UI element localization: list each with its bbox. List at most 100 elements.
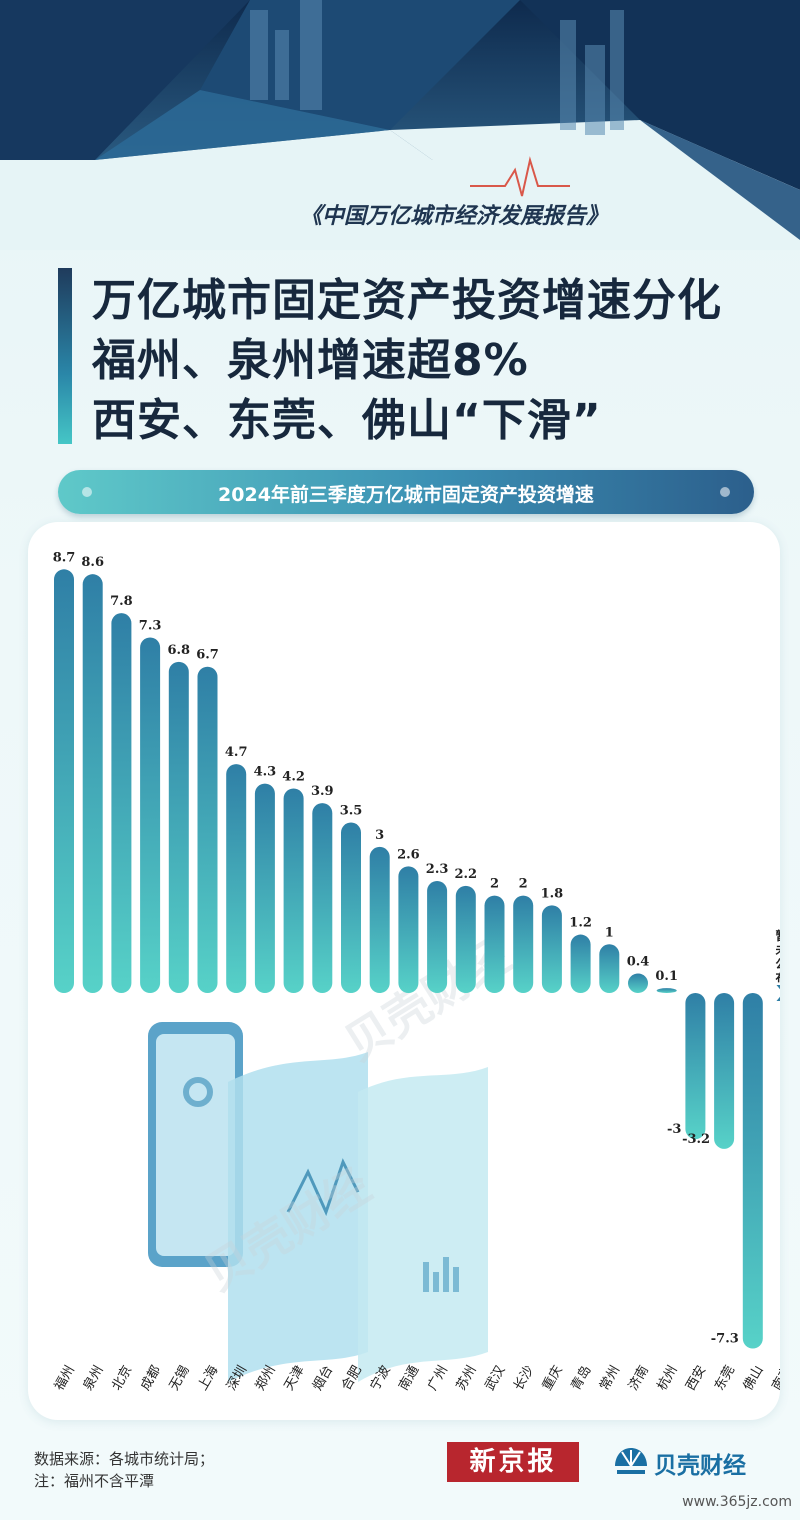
value-label-长沙: 2 [519,877,528,892]
site-watermark: www.365jz.com [682,1494,792,1510]
category-label-泉州: 泉州 [80,1363,107,1394]
value-label-东莞: -3.2 [682,1132,710,1147]
value-label-苏州: 2.2 [454,867,477,882]
value-label-宁波: 3 [375,828,384,843]
beike-shell-icon [615,1448,647,1474]
value-label-泉州: 8.6 [81,555,104,570]
footer-notes: 数据来源：各城市统计局； 注：福州不含平潭 [34,1448,214,1492]
headline-line-3: 西安、东莞、佛山“下滑” [92,395,602,446]
bar-佛山 [742,993,763,1349]
value-label-无锡: 6.8 [167,643,190,658]
bar-苏州 [455,885,476,993]
value-label-重庆: 1.8 [541,886,564,901]
bar-东莞 [714,993,735,1149]
value-label-西安: -3 [667,1122,681,1137]
bar-广州 [427,880,448,993]
bar-西安 [685,993,706,1140]
bar-无锡 [168,661,189,993]
headline-accent-bar [58,268,72,444]
chart-title: 2024年前三季度万亿城市固定资产投资增速 [218,484,594,506]
bar-上海 [197,666,218,993]
note: 注：福州不含平潭 [34,1472,155,1490]
category-label-北京: 北京 [109,1363,135,1393]
bar-天津 [283,788,304,993]
category-label-杭州: 杭州 [655,1363,681,1393]
value-label-北京: 7.8 [110,594,133,609]
bar-长沙 [513,895,534,993]
headline-line-1: 万亿城市固定资产投资增速分化 [92,275,722,326]
bars-group [54,569,763,1349]
bar-北京 [111,613,132,993]
value-label-天津: 4.2 [282,769,305,784]
pending-label-char: 布 [775,970,780,985]
bar-济南 [628,973,648,993]
value-label-佛山: -7.3 [711,1332,739,1347]
value-label-青岛: 1.2 [569,916,592,931]
category-label-福州: 福州 [52,1363,78,1393]
category-label-成都: 成都 [138,1363,164,1393]
beike-logo-text: 贝壳财经 [654,1453,746,1479]
bar-合肥 [341,822,361,993]
value-label-福州: 8.7 [53,550,76,565]
category-label-广州: 广州 [425,1363,451,1393]
value-label-合肥: 3.5 [340,804,363,819]
data-source: 数据来源：各城市统计局； [34,1450,215,1468]
pill-dot-left [82,487,92,497]
category-label-烟台: 烟台 [310,1363,336,1393]
value-label-烟台: 3.9 [311,784,334,799]
category-label-南京: 南京 [769,1363,780,1394]
value-label-常州: 1 [605,925,614,940]
pending-label-char: 未 [774,942,780,957]
category-label-重庆: 重庆 [539,1363,566,1394]
chart-card: 贝壳财经 贝壳财经 8.7 8.6 7.8 7.3 6.8 6.7 4.7 4.3 4.2 3.9 3… [28,522,780,1420]
category-label-上海: 上海 [195,1363,221,1393]
category-label-常州: 常州 [597,1363,623,1393]
headline-line-2: 福州、泉州增速超8% [92,335,529,386]
category-label-天津: 天津 [282,1363,308,1393]
bar-泉州 [82,574,103,993]
category-label-苏州: 苏州 [453,1363,480,1394]
value-label-南通: 2.6 [397,847,420,862]
category-label-南通: 南通 [396,1363,423,1394]
category-label-无锡: 无锡 [167,1363,193,1393]
pending-arrow-down [776,996,780,1001]
bar-成都 [140,637,161,993]
pending-label-char: 公 [775,957,780,971]
chart-title-pill: 2024年前三季度万亿城市固定资产投资增速 [58,470,754,514]
header-banner [0,0,800,250]
report-title: 《中国万亿城市经济发展报告》 [300,203,609,229]
bar-烟台 [312,803,333,993]
category-label-西安: 西安 [683,1363,709,1393]
pending-marker: 暂未公布 [774,928,780,1001]
bar-深圳 [226,764,247,993]
bar-宁波 [369,846,390,993]
bar-福州 [54,569,74,993]
bar-武汉 [484,895,505,993]
bar-重庆 [541,905,562,993]
bar-郑州 [254,783,275,993]
bar-杭州 [656,988,677,993]
category-label-东莞: 东莞 [712,1363,738,1393]
value-label-成都: 7.3 [139,618,162,633]
category-label-青岛: 青岛 [568,1363,595,1394]
pill-dot-right [720,487,730,497]
bar-青岛 [570,934,591,993]
value-label-深圳: 4.7 [225,745,248,760]
category-label-长沙: 长沙 [511,1363,537,1393]
value-labels-group: 8.7 8.6 7.8 7.3 6.8 6.7 4.7 4.3 4.2 3.9 3.5 3 2.6 2.3… [53,550,739,1346]
bar-常州 [599,944,620,993]
value-label-郑州: 4.3 [254,765,277,780]
value-label-杭州: 0.1 [655,969,678,984]
category-label-佛山: 佛山 [741,1363,767,1393]
decorative-illustration [148,1022,488,1382]
value-label-广州: 2.3 [426,862,449,877]
bar-南通 [398,866,419,993]
pending-arrow-up [776,985,780,990]
category-labels-group: 福州 泉州 北京 成都 无锡 上海 深圳 郑州 天津 烟台 合肥 宁波 南通 广州 苏州 武汉 长沙 重庆 青岛 常州… [52,1363,780,1394]
value-label-上海: 6.7 [196,648,219,663]
beike-logo: 贝壳财经 [612,1442,777,1482]
xinjingbao-logo: 新京报 [447,1442,579,1482]
value-label-武汉: 2 [490,877,499,892]
category-label-武汉: 武汉 [482,1363,508,1393]
